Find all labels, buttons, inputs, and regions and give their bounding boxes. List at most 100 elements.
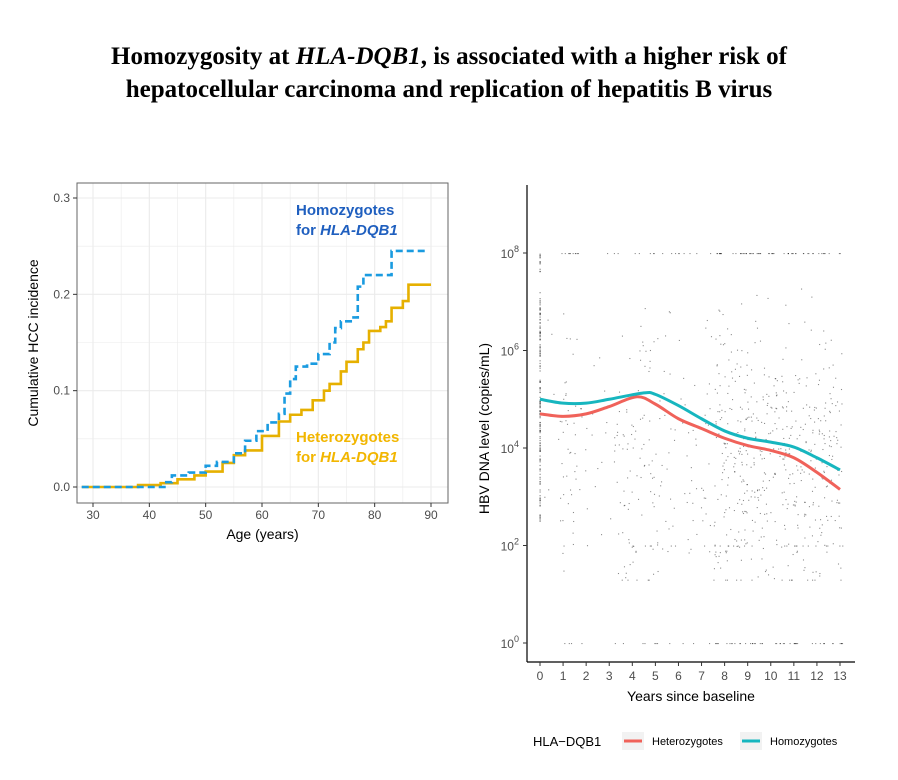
scatter-point [539,334,541,336]
scatter-point [673,507,675,509]
scatter-point [714,544,716,546]
scatter-point [539,481,541,483]
scatter-point [753,643,755,645]
scatter-point [539,349,541,351]
scatter-point [754,521,756,523]
scatter-point [618,444,620,446]
scatter-point [745,389,747,391]
scatter-point [539,301,541,303]
scatter-point [631,433,633,436]
scatter-point [652,502,654,504]
scatter-point [539,444,541,447]
scatter-point [763,367,766,369]
scatter-point [569,452,571,454]
scatter-point [719,310,721,312]
scatter-point [661,464,663,467]
scatter-point [539,313,541,315]
scatter-point [539,302,541,304]
scatter-point [731,408,733,411]
scatter-point [828,445,831,447]
scatter-point [838,502,840,504]
scatter-point [742,499,745,502]
scatter-point [783,390,785,392]
scatter-point [832,643,834,645]
scatter-point [827,519,829,521]
scatter-point [815,407,817,409]
scatter-point [797,524,799,526]
scatter-point [770,406,772,408]
scatter-point [812,571,814,573]
scatter-point [788,323,790,325]
scatter-point [775,378,777,380]
heterozygotes-step-line [81,283,431,489]
scatter-point [718,555,720,557]
scatter-point [695,444,697,446]
scatter-point [774,473,776,475]
scatter-point [737,432,739,434]
scatter-point [782,407,784,409]
scatter-point [808,506,810,508]
scatter-point [788,448,790,450]
scatter-point [741,350,743,352]
scatter-point [807,579,809,581]
scatter-point [799,434,801,436]
scatter-point [752,413,754,415]
scatter-point [539,257,541,259]
scatter-point [822,253,824,255]
scatter-point [774,472,776,474]
scatter-point [756,294,758,297]
scatter-point [761,558,763,560]
scatter-point [801,469,803,471]
scatter-point [795,545,797,547]
scatter-point [773,578,775,580]
scatter-point [539,404,541,406]
x-tick-label: 10 [764,669,778,683]
scatter-point [739,253,742,255]
scatter-point [539,313,541,315]
scatter-point [539,314,541,316]
scatter-point [731,643,733,645]
scatter-point [756,327,759,329]
scatter-point [629,357,631,360]
scatter-point [688,552,690,554]
km-chart: 30 40 50 60 70 80 90 0.0 0.1 0.2 0.3 Age (years) Cum… [25,182,449,542]
scatter-point [539,424,541,426]
x-tick-label: 11 [788,669,801,683]
scatter-point [558,438,560,440]
scatter-point [749,253,751,255]
scatter-point [686,501,688,504]
scatter-point [623,566,626,568]
scatter-point [714,388,716,390]
scatter-point [754,643,756,645]
scatter-point [539,406,541,408]
scatter-point [539,312,541,314]
scatter-point [791,253,793,255]
scatter-point [671,253,673,255]
scatter-point [734,368,736,370]
scatter-point [728,385,730,387]
scatter-point [785,347,787,349]
scatter-point [601,461,603,463]
scatter-point [563,494,565,496]
scatter-point [826,466,828,468]
scatter-point [669,643,671,645]
scatter-point [684,493,686,495]
scatter-point [622,532,624,534]
scatter-point [823,253,825,255]
scatter-point [775,407,777,409]
title-text: , is associated with a higher risk of [420,43,787,70]
scatter-point [575,405,577,407]
scatter-point [792,473,794,475]
scatter-point [776,408,778,410]
scatter-point [733,456,735,458]
x-tick-label: 13 [833,669,847,683]
scatter-point [724,443,726,445]
scatter-point [628,502,630,505]
scatter-point [726,534,728,536]
scatter-point [804,501,806,504]
scatter-point [812,502,814,504]
scatter-point [649,253,651,255]
scatter-point [780,448,782,450]
scatter-point [642,345,644,347]
